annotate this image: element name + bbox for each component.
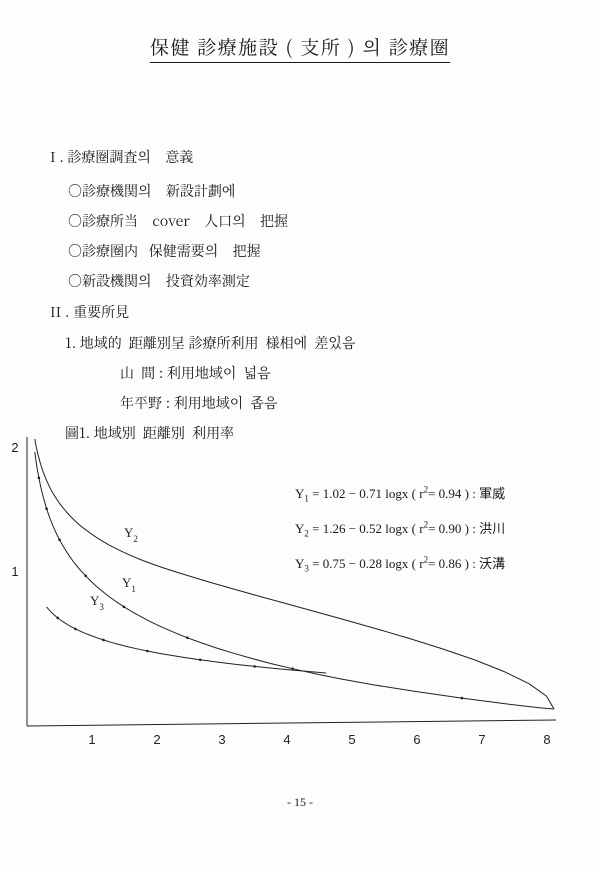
svg-text:1: 1 [11, 564, 18, 579]
svg-text:Y2: Y2 [124, 525, 138, 544]
svg-text:3: 3 [218, 732, 225, 747]
svg-text:Y1: Y1 [122, 575, 136, 594]
svg-text:6: 6 [413, 732, 420, 747]
svg-text:8: 8 [543, 732, 550, 747]
svg-text:5: 5 [348, 732, 355, 747]
svg-text:1: 1 [88, 732, 95, 747]
svg-text:2: 2 [11, 440, 18, 455]
svg-text:7: 7 [478, 732, 485, 747]
svg-text:2: 2 [153, 732, 160, 747]
svg-text:Y3: Y3 [90, 593, 104, 612]
svg-text:4: 4 [283, 732, 290, 747]
